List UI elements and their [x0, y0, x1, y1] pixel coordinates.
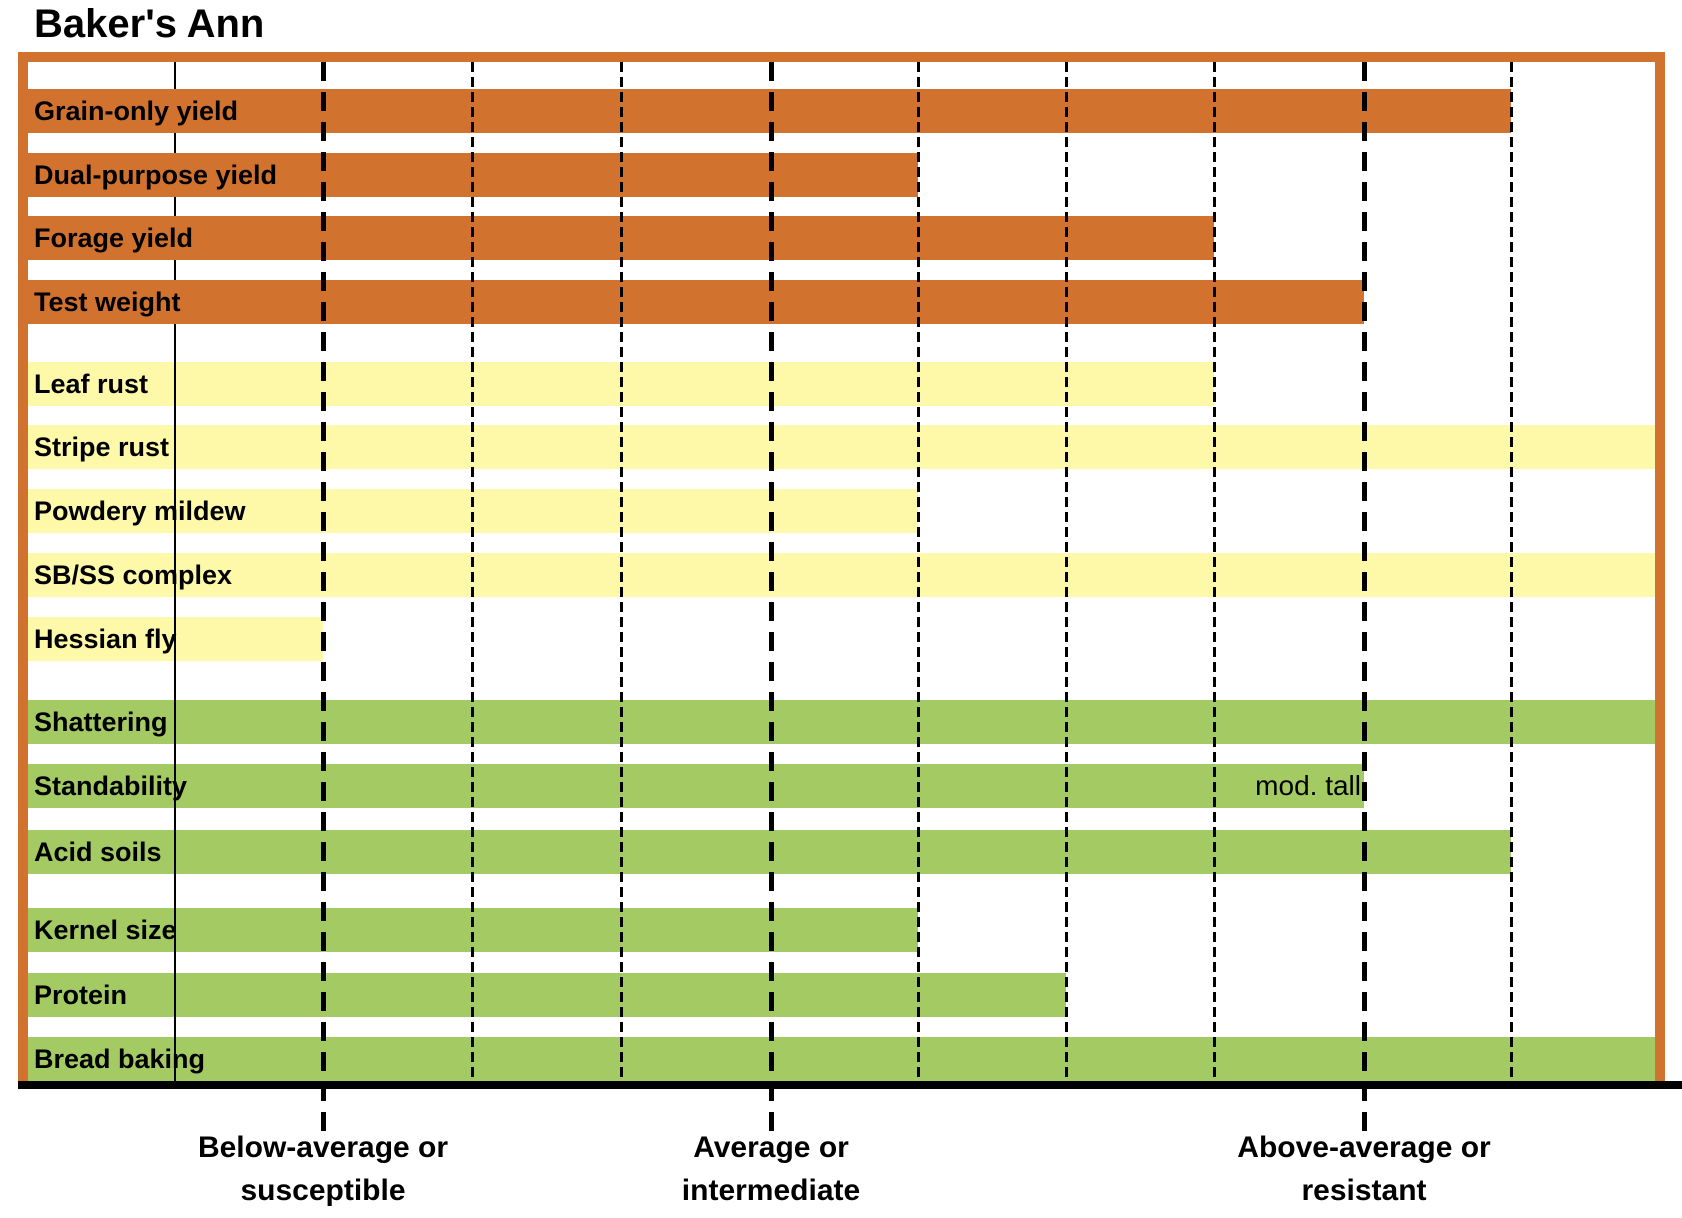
bar-label: Stripe rust: [34, 431, 170, 462]
axis-label-line1: Above-average or: [1237, 1131, 1491, 1164]
axis-label-line2: resistant: [1301, 1174, 1427, 1207]
bar-annotation: mod. tall: [1255, 770, 1361, 801]
gridline-3-thin: [471, 62, 474, 1081]
axis-label-line1: Average or: [693, 1131, 849, 1164]
bar-label: Powdery mildew: [34, 495, 246, 526]
gridline-6-thin: [917, 62, 920, 1081]
axis-label-line2: intermediate: [681, 1174, 861, 1207]
bar-label: Standability: [34, 770, 188, 801]
x-axis-baseline: [18, 1081, 1682, 1089]
bar-row-test-weight: Test weight: [28, 280, 1364, 324]
axis-label-line1: Below-average or: [197, 1131, 449, 1164]
bar-label: Dual-purpose yield: [34, 159, 278, 190]
axis-label-resistant: Above-average or resistant: [1114, 1126, 1614, 1212]
bar-row-shattering: Shattering: [28, 700, 1655, 744]
bar-label: SB/SS complex: [34, 559, 233, 590]
gridline-10-thin: [1510, 62, 1513, 1081]
axis-label-intermediate: Average or intermediate: [521, 1126, 1021, 1212]
bar-row-stripe-rust: Stripe rust: [28, 425, 1655, 469]
bar-row-sb-ss-complex: SB/SS complex: [28, 553, 1655, 597]
bar-row-protein: Protein: [28, 973, 1066, 1017]
bar-label: Kernel size: [34, 914, 177, 945]
bar-label: Bread baking: [34, 1043, 206, 1074]
chart-border-left: [18, 52, 28, 1085]
chart-title: Baker's Ann: [34, 2, 265, 46]
bar-label: Shattering: [34, 706, 168, 737]
gridline-5-thick: [769, 62, 774, 1133]
axis-label-susceptible: Below-average or susceptible: [73, 1126, 573, 1212]
bar-label: Grain-only yield: [34, 95, 239, 126]
gridline-7-thin: [1065, 62, 1068, 1081]
gridline-1-solid: [174, 62, 176, 1081]
chart-border-right: [1655, 52, 1665, 1085]
gridline-2-thick: [321, 62, 326, 1133]
bar-label: Leaf rust: [34, 368, 149, 399]
gridline-4-thin: [620, 62, 623, 1081]
bar-label: Test weight: [34, 286, 181, 317]
bar-row-standability: Standability mod. tall: [28, 764, 1364, 808]
bar-row-bread-baking: Bread baking: [28, 1037, 1655, 1081]
chart-border-top: [18, 52, 1665, 62]
gridline-9-thick: [1362, 62, 1367, 1133]
bar-label: Protein: [34, 979, 128, 1010]
bar-label: Hessian fly: [34, 623, 177, 654]
axis-label-line2: susceptible: [240, 1174, 406, 1207]
gridline-8-thin: [1213, 62, 1216, 1081]
bar-label: Acid soils: [34, 836, 162, 867]
bar-label: Forage yield: [34, 222, 194, 253]
